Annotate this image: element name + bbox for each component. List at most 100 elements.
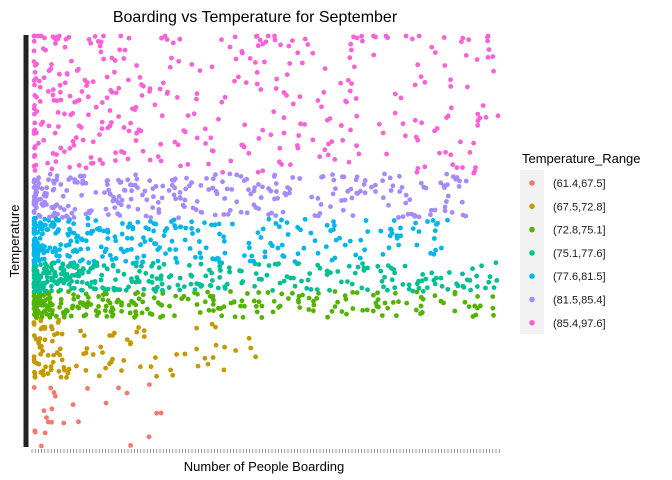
data-point [32,69,38,75]
data-point [311,302,317,308]
data-point [222,250,228,256]
data-point [310,137,316,143]
data-point [277,280,283,286]
data-point [99,100,105,105]
data-point [40,348,45,354]
data-point [109,305,115,311]
data-point [119,368,124,373]
data-point [239,298,245,304]
data-point [438,275,444,281]
data-point [343,98,348,104]
data-point [126,204,132,210]
data-point [135,290,141,295]
data-point [222,344,228,350]
data-point [158,273,164,279]
data-point [272,172,278,178]
data-point [45,371,51,376]
data-point [445,193,451,199]
data-point [173,247,179,253]
data-point [120,221,125,226]
data-point [349,195,355,201]
data-point [143,225,149,231]
legend-label: (81.5,85.4] [553,295,606,307]
data-point [32,152,38,158]
data-point [181,284,187,289]
legend-key [529,320,535,326]
data-point [50,338,55,344]
data-point [182,204,187,210]
data-point [182,197,188,203]
data-point [486,47,492,52]
data-point [414,289,420,295]
data-point [110,356,115,362]
data-point [106,212,111,218]
data-point [282,190,288,196]
data-point [415,62,421,68]
data-point [41,256,47,262]
data-point [422,164,428,170]
data-point [347,238,353,244]
data-point [174,260,180,265]
data-point [40,325,45,330]
data-point [49,166,55,172]
data-point [143,213,149,219]
data-point [116,385,121,391]
data-point [226,265,232,271]
data-point [253,205,259,210]
data-point [258,87,264,92]
data-point [397,173,402,179]
data-point [32,243,37,249]
data-point [187,183,192,189]
data-point [97,43,103,49]
data-point [71,215,77,220]
data-point [399,185,405,190]
data-point [494,278,500,283]
data-point [358,237,364,243]
data-point [97,157,103,163]
data-point [51,390,57,395]
data-point [260,41,266,47]
data-point [491,312,496,318]
data-point [178,163,183,169]
data-point [73,135,79,141]
data-point [67,164,73,170]
data-point [34,223,40,229]
data-point [392,285,398,291]
data-point [331,219,336,225]
data-point [117,47,123,53]
data-point [257,37,263,43]
data-point [183,225,189,231]
data-point [116,85,122,91]
data-point [159,281,165,287]
data-point [414,169,420,175]
data-point [58,297,64,302]
data-point [452,289,458,295]
data-point [406,282,412,288]
data-point [209,270,215,276]
data-point [98,244,104,250]
data-point [140,192,145,198]
data-point [152,102,158,108]
data-point [382,300,388,306]
data-point [49,311,55,317]
data-point [360,261,365,266]
data-point [177,287,183,293]
data-point [74,363,79,369]
data-point [308,287,314,292]
data-point [126,35,132,41]
chart-title: Boarding vs Temperature for September [113,9,398,26]
data-point [356,151,362,157]
data-point [206,307,212,313]
data-point [171,192,177,198]
data-point [48,367,54,373]
data-point [52,203,58,209]
data-point [154,276,160,281]
data-point [133,138,139,143]
data-point [266,216,272,222]
data-point [172,223,178,228]
data-point [32,369,37,375]
data-point [126,302,132,308]
data-point [49,261,55,267]
data-point [219,313,225,319]
data-point [177,224,183,230]
